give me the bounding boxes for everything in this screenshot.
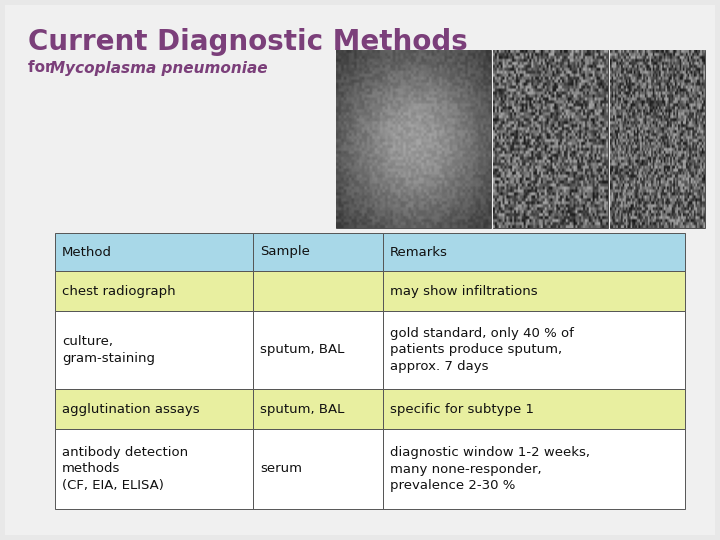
Text: chest radiograph: chest radiograph [62,285,176,298]
FancyBboxPatch shape [253,233,382,271]
FancyBboxPatch shape [382,429,685,509]
FancyBboxPatch shape [253,271,382,311]
Text: specific for subtype 1: specific for subtype 1 [390,402,534,415]
Text: sputum, BAL: sputum, BAL [261,402,345,415]
FancyBboxPatch shape [55,429,253,509]
FancyBboxPatch shape [55,233,253,271]
FancyBboxPatch shape [382,311,685,389]
FancyBboxPatch shape [336,50,491,228]
Text: Method: Method [62,246,112,259]
Text: Remarks: Remarks [390,246,447,259]
Text: serum: serum [261,462,302,476]
FancyBboxPatch shape [253,389,382,429]
Text: diagnostic window 1-2 weeks,
many none-responder,
prevalence 2-30 %: diagnostic window 1-2 weeks, many none-r… [390,446,590,492]
Text: may show infiltrations: may show infiltrations [390,285,537,298]
Text: culture,
gram-staining: culture, gram-staining [62,335,155,364]
Text: Sample: Sample [261,246,310,259]
FancyBboxPatch shape [253,429,382,509]
FancyBboxPatch shape [382,271,685,311]
Text: for: for [28,60,58,76]
Text: agglutination assays: agglutination assays [62,402,199,415]
FancyBboxPatch shape [55,389,253,429]
FancyBboxPatch shape [382,389,685,429]
FancyBboxPatch shape [5,5,715,535]
FancyBboxPatch shape [610,50,705,228]
FancyBboxPatch shape [253,311,382,389]
Text: sputum, BAL: sputum, BAL [261,343,345,356]
FancyBboxPatch shape [55,311,253,389]
Text: Current Diagnostic Methods: Current Diagnostic Methods [28,28,468,56]
FancyBboxPatch shape [382,233,685,271]
FancyBboxPatch shape [55,271,253,311]
Text: gold standard, only 40 % of
patients produce sputum,
approx. 7 days: gold standard, only 40 % of patients pro… [390,327,573,373]
Text: antibody detection
methods
(CF, EIA, ELISA): antibody detection methods (CF, EIA, ELI… [62,446,188,492]
FancyBboxPatch shape [493,50,608,228]
Text: Mycoplasma pneumoniae: Mycoplasma pneumoniae [50,60,268,76]
